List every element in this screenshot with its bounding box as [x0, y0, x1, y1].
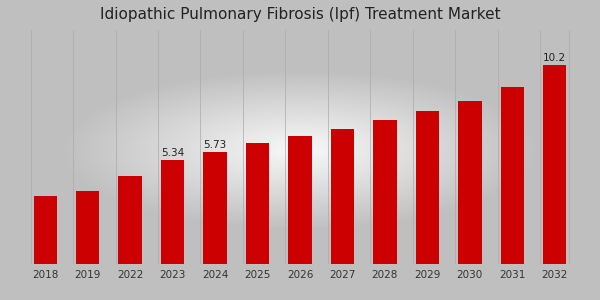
Bar	[500, 87, 524, 264]
Bar	[458, 101, 482, 264]
Bar	[76, 191, 100, 264]
Bar	[161, 160, 184, 264]
Bar	[373, 120, 397, 264]
Bar	[416, 111, 439, 264]
Bar	[34, 196, 57, 264]
Bar	[331, 128, 354, 264]
Bar	[543, 65, 566, 264]
Bar	[203, 152, 227, 264]
Text: 10.2: 10.2	[543, 53, 566, 63]
Title: Idiopathic Pulmonary Fibrosis (Ipf) Treatment Market: Idiopathic Pulmonary Fibrosis (Ipf) Trea…	[100, 7, 500, 22]
Bar	[246, 143, 269, 264]
Bar	[118, 176, 142, 264]
Text: 5.34: 5.34	[161, 148, 184, 158]
Text: 5.73: 5.73	[203, 140, 227, 150]
Bar	[289, 136, 311, 264]
